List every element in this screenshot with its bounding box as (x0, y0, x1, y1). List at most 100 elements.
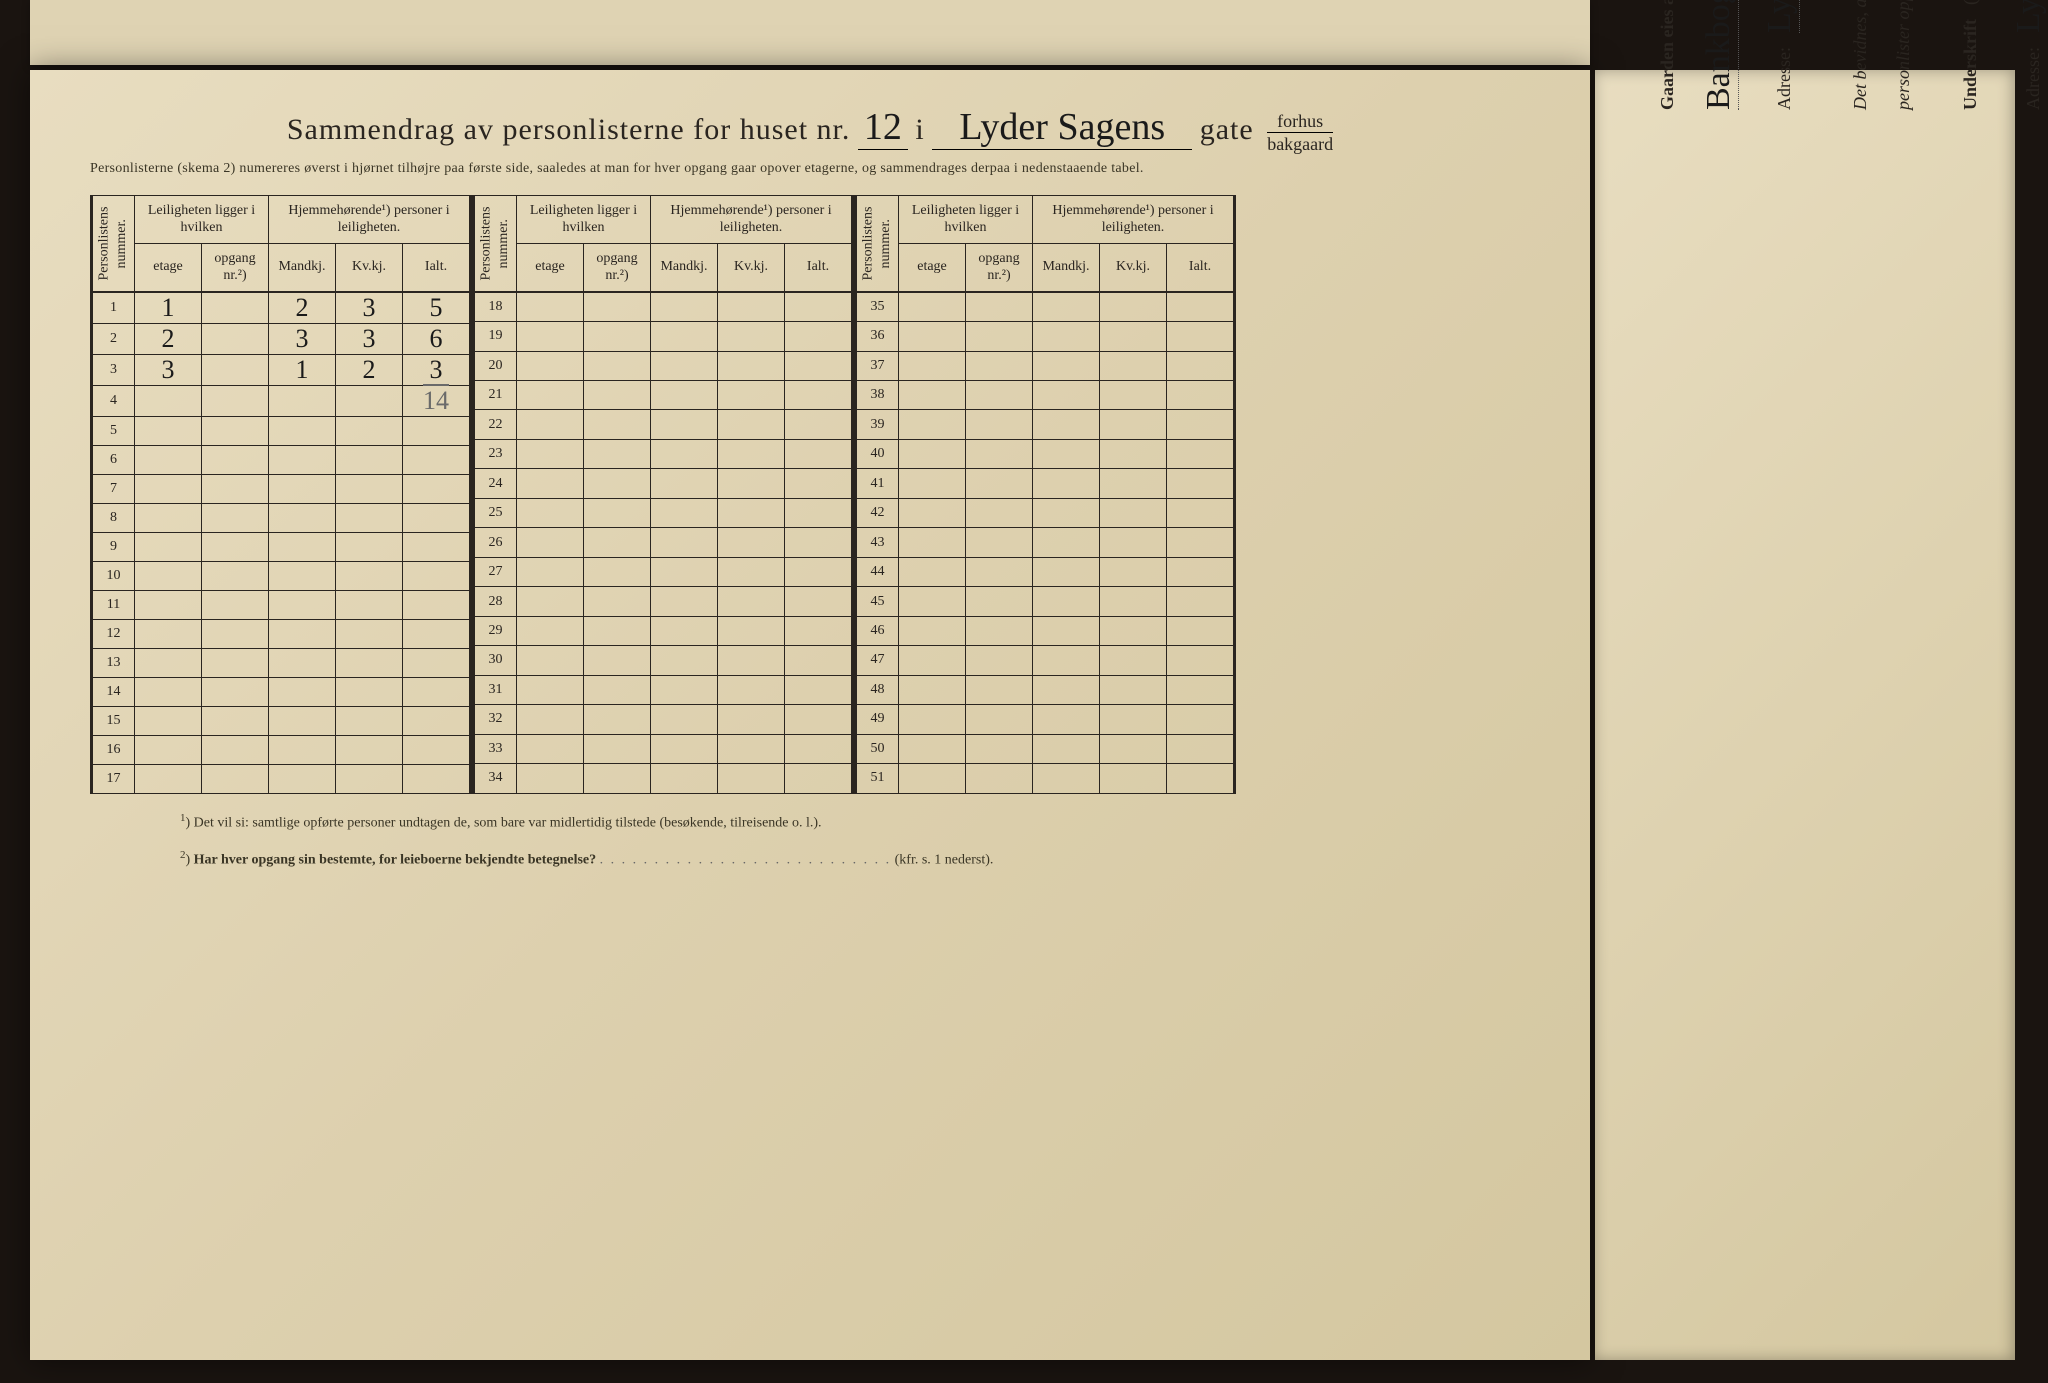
col-leilighet: Leiligheten ligger i hvilken (899, 195, 1033, 243)
table-row: 414 (92, 385, 471, 416)
cell-opgang (966, 498, 1033, 527)
cell-ialt (403, 735, 471, 764)
cell-kvkj (1100, 616, 1167, 645)
right-rotated-content: Gaarden eies av: Bankbogholder Chr. Bart… (1635, 0, 2048, 110)
cell-etage (899, 381, 966, 410)
cell-ialt (785, 439, 853, 468)
title-prefix: Sammendrag av personlisterne for huset n… (287, 113, 851, 146)
cell-kvkj (336, 735, 403, 764)
cell-etage (899, 322, 966, 351)
row-number: 46 (856, 616, 899, 645)
cell-kvkj (718, 616, 785, 645)
row-number: 3 (92, 354, 135, 385)
footnote-2: 2) Har hver opgang sin bestemte, for lei… (180, 849, 1440, 869)
table-row: 33 (474, 734, 853, 763)
row-number: 6 (92, 445, 135, 474)
cell-opgang (966, 557, 1033, 586)
table-row: 44 (856, 557, 1235, 586)
bevidnes-text: Det bevidnes, at der med mit vidende ikk… (1850, 0, 1871, 110)
table-row: 5 (92, 416, 471, 445)
cell-kvkj (1100, 528, 1167, 557)
cell-mandkj (269, 764, 336, 793)
right-signature-panel: Gaarden eies av: Bankbogholder Chr. Bart… (1595, 70, 2015, 1360)
cell-mandkj (651, 587, 718, 616)
cell-mandkj (651, 764, 718, 794)
cell-ialt (403, 648, 471, 677)
cell-ialt (785, 351, 853, 380)
table-row: 15 (92, 706, 471, 735)
cell-opgang (584, 675, 651, 704)
table-row: 34 (474, 764, 853, 794)
cell-kvkj: 3 (336, 323, 403, 354)
cell-ialt (403, 561, 471, 590)
owner-address: Lyder Sagens gt 12 (1761, 0, 1800, 33)
row-number: 20 (474, 351, 517, 380)
cell-mandkj (651, 292, 718, 322)
cell-kvkj (718, 734, 785, 763)
cell-ialt (1167, 469, 1235, 498)
cell-kvkj (336, 764, 403, 793)
cell-opgang (966, 587, 1033, 616)
cell-etage (899, 439, 966, 468)
table-row: 46 (856, 616, 1235, 645)
cell-opgang (584, 557, 651, 586)
cell-opgang (584, 587, 651, 616)
cell-opgang (202, 292, 269, 324)
cell-opgang (584, 381, 651, 410)
cell-kvkj (1100, 410, 1167, 439)
cell-ialt: 14 (403, 385, 471, 416)
cell-etage (135, 561, 202, 590)
table-row: 9 (92, 532, 471, 561)
table-row: 11235 (92, 292, 471, 324)
cell-mandkj: 1 (269, 354, 336, 385)
cell-etage (135, 764, 202, 793)
cell-ialt (1167, 410, 1235, 439)
cell-ialt (1167, 705, 1235, 734)
cell-opgang (584, 469, 651, 498)
row-number: 28 (474, 587, 517, 616)
cell-opgang (202, 474, 269, 503)
cell-etage (517, 381, 584, 410)
cell-etage (899, 616, 966, 645)
cell-kvkj (718, 705, 785, 734)
cell-kvkj (336, 706, 403, 735)
document-page: Sammendrag av personlisterne for huset n… (30, 70, 1590, 1360)
col-personlistens: Personlistensnummer. (92, 195, 135, 292)
table-row: 35 (856, 292, 1235, 322)
cell-kvkj (718, 557, 785, 586)
cell-mandkj (1033, 351, 1100, 380)
cell-kvkj (336, 503, 403, 532)
cell-kvkj (718, 587, 785, 616)
cell-ialt (403, 764, 471, 793)
cell-mandkj (269, 503, 336, 532)
cell-opgang (202, 561, 269, 590)
cell-mandkj (651, 616, 718, 645)
cell-mandkj (1033, 675, 1100, 704)
cell-mandkj (651, 410, 718, 439)
cell-etage (899, 410, 966, 439)
table-row: 23 (474, 439, 853, 468)
summary-table-block: Personlistensnummer.Leiligheten ligger i… (90, 195, 472, 794)
table-row: 16 (92, 735, 471, 764)
adresse-label-2: Adresse: (2023, 47, 2044, 110)
cell-ialt (785, 557, 853, 586)
cell-etage: 3 (135, 354, 202, 385)
cell-opgang (202, 385, 269, 416)
house-number: 12 (858, 105, 908, 150)
cell-etage (517, 410, 584, 439)
cell-kvkj (718, 528, 785, 557)
row-number: 11 (92, 590, 135, 619)
col-mandkj: Mandkj. (269, 243, 336, 292)
cell-kvkj (718, 322, 785, 351)
cell-ialt (403, 619, 471, 648)
col-personlistens: Personlistensnummer. (856, 195, 899, 292)
cell-kvkj: 3 (336, 292, 403, 324)
cell-ialt (1167, 616, 1235, 645)
table-row: 21 (474, 381, 853, 410)
subtitle-instructions: Personlisterne (skema 2) numereres øvers… (90, 161, 1530, 177)
cell-opgang (966, 646, 1033, 675)
cell-kvkj (336, 561, 403, 590)
cell-kvkj (1100, 734, 1167, 763)
cell-etage (899, 646, 966, 675)
cell-ialt (1167, 646, 1235, 675)
